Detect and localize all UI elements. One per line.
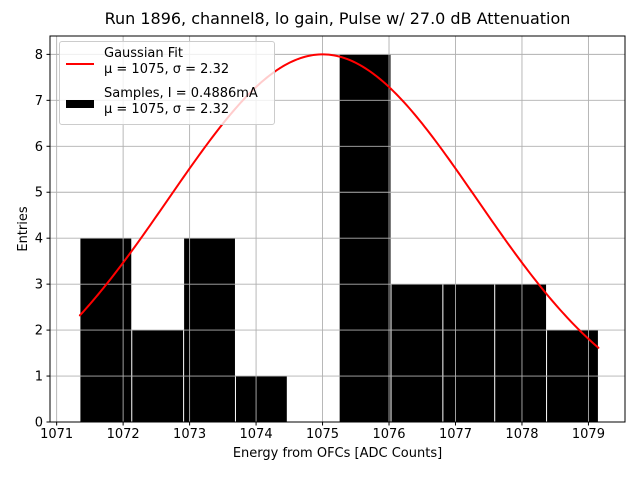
y-tick-label: 5 xyxy=(35,186,43,201)
x-tick-label: 1077 xyxy=(439,427,472,442)
x-tick-label: 1078 xyxy=(505,427,538,442)
y-tick-label: 1 xyxy=(35,370,43,385)
histogram-bar xyxy=(495,284,547,422)
y-tick-label: 7 xyxy=(35,94,43,109)
axes-frame xyxy=(49,35,626,423)
gaussian-curve xyxy=(78,53,600,349)
histogram-bar xyxy=(391,284,443,422)
x-tick-label: 1076 xyxy=(372,427,405,442)
x-tick-label: 1075 xyxy=(306,427,339,442)
legend: Gaussian Fit μ = 1075, σ = 2.32 Samples,… xyxy=(59,41,275,125)
legend-swatch-box xyxy=(66,100,94,108)
x-tick-label: 1074 xyxy=(240,427,273,442)
legend-entry-samples: Samples, I = 0.4886mA μ = 1075, σ = 2.32 xyxy=(66,86,266,118)
y-tick-label: 6 xyxy=(35,140,43,155)
y-tick-label: 2 xyxy=(35,324,43,339)
legend-swatch-box xyxy=(66,63,94,65)
y-tick-label: 3 xyxy=(35,278,43,293)
x-tick-label: 1071 xyxy=(40,427,73,442)
y-tick-label: 4 xyxy=(35,232,43,247)
y-axis-label: Entries xyxy=(16,206,31,252)
legend-stats-gaussian-fit: μ = 1075, σ = 2.32 xyxy=(104,62,230,77)
x-tick-label: 1079 xyxy=(572,427,605,442)
chart-title: Run 1896, channel8, lo gain, Pulse w/ 27… xyxy=(104,9,571,28)
y-tick-label: 8 xyxy=(35,48,43,63)
histogram-bar xyxy=(443,284,495,422)
legend-label-gaussian-fit: Gaussian Fit xyxy=(104,46,184,61)
x-tick-label: 1072 xyxy=(107,427,140,442)
legend-line-swatch xyxy=(66,63,94,65)
x-tick-label: 1073 xyxy=(173,427,206,442)
legend-stats-samples: μ = 1075, σ = 2.32 xyxy=(104,102,230,117)
y-tick-label: 0 xyxy=(35,416,43,431)
histogram-bar xyxy=(235,376,287,422)
legend-entry-gaussian-fit: Gaussian Fit μ = 1075, σ = 2.32 xyxy=(66,46,266,78)
legend-label-samples: Samples, I = 0.4886mA xyxy=(104,86,258,101)
x-axis-label: Energy from OFCs [ADC Counts] xyxy=(232,446,443,461)
legend-rect-swatch xyxy=(66,100,94,108)
